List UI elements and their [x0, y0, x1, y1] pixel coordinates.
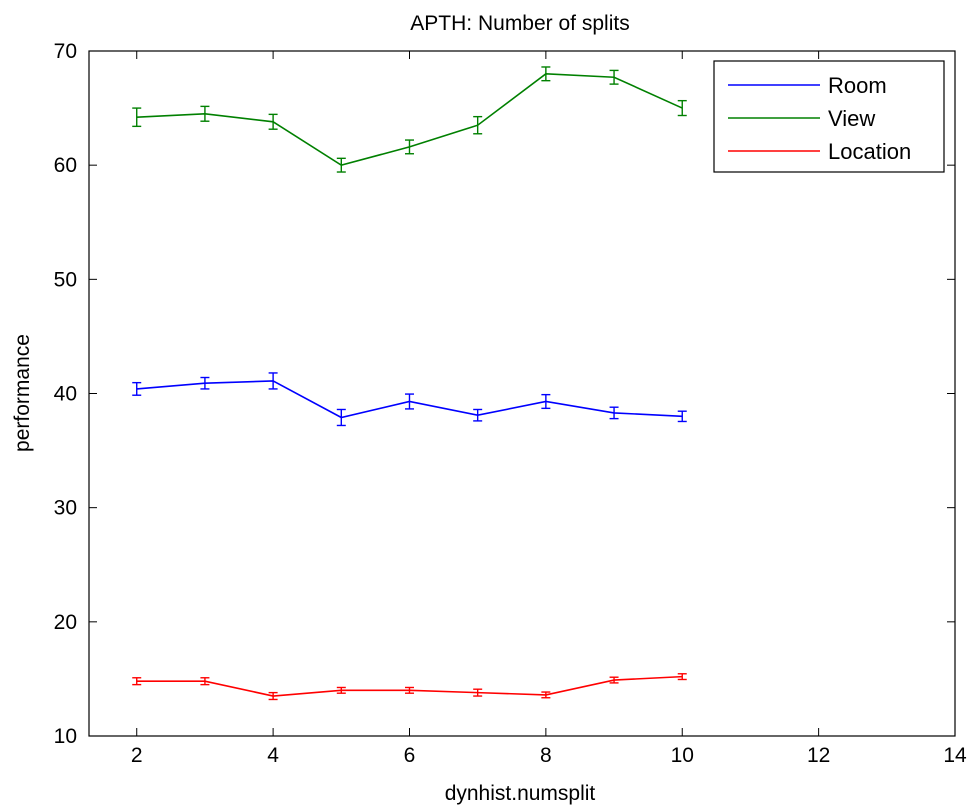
legend-box — [713, 60, 945, 173]
series-room — [132, 372, 687, 427]
y-tick-label: 10 — [54, 725, 77, 748]
chart-title: APTH: Number of splits — [410, 12, 629, 35]
legend-label-location: Location — [828, 139, 911, 164]
series-location — [132, 673, 687, 701]
x-tick-label: 10 — [671, 744, 694, 767]
y-tick-label: 40 — [54, 383, 77, 406]
y-tick-label: 50 — [54, 268, 77, 291]
x-tick-label: 8 — [540, 744, 552, 767]
x-axis-label: dynhist.numsplit — [445, 782, 596, 805]
y-axis-label: performance — [11, 334, 34, 452]
y-tick-label: 20 — [54, 611, 77, 634]
x-tick-label: 14 — [943, 744, 967, 767]
x-tick-label: 2 — [131, 744, 143, 767]
y-tick-label: 30 — [54, 497, 77, 520]
series-layer — [132, 66, 687, 701]
x-tick-label: 6 — [404, 744, 416, 767]
series-view — [132, 66, 687, 173]
axis-ticks: 2 4 6 8 10 12 14 10 20 30 40 50 60 70 — [54, 40, 967, 767]
y-tick-label: 60 — [54, 154, 77, 177]
legend: Room View Location — [713, 60, 945, 173]
y-tick-label: 70 — [54, 40, 77, 63]
legend-label-room: Room — [828, 73, 887, 98]
x-tick-label: 12 — [807, 744, 830, 767]
legend-label-view: View — [828, 106, 875, 131]
x-tick-label: 4 — [267, 744, 279, 767]
